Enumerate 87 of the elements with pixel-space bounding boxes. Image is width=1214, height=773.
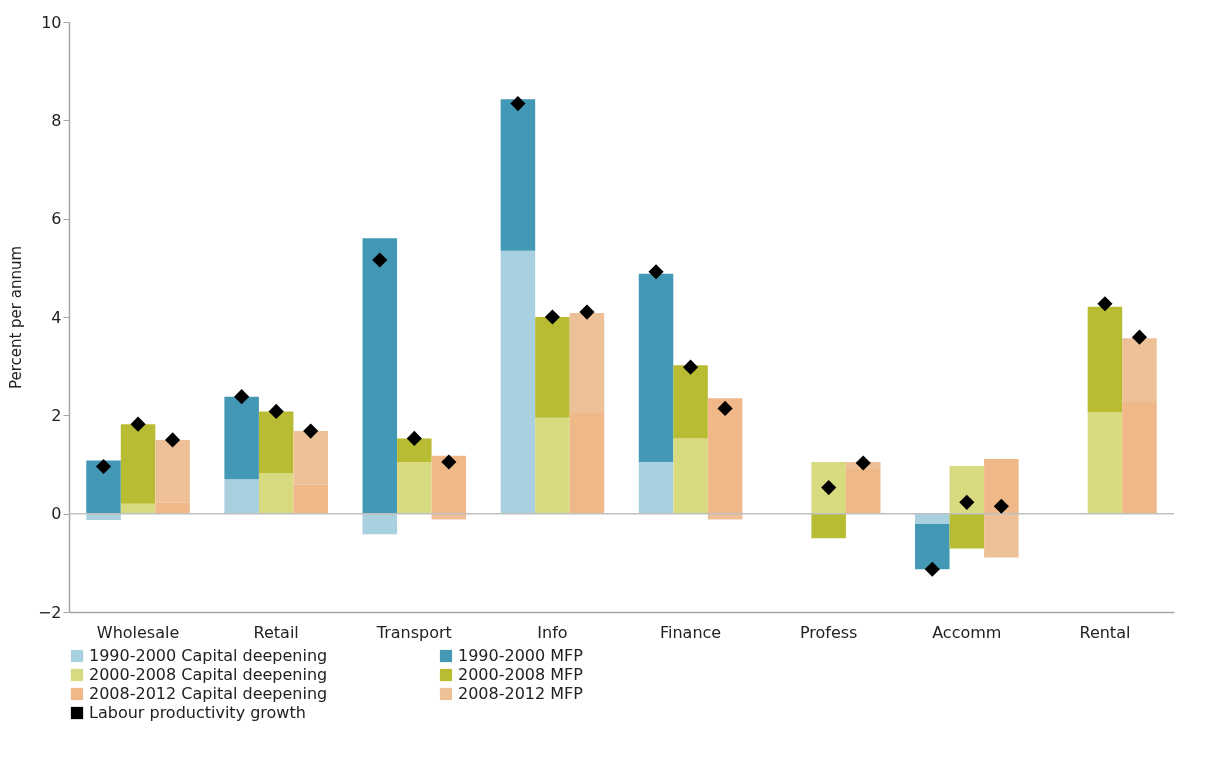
- bar: [811, 513, 846, 539]
- bar: [638, 273, 674, 463]
- y-tick-label: 2: [51, 405, 62, 425]
- legend-label: 2008-2012 MFP: [458, 684, 584, 703]
- bar: [293, 484, 328, 514]
- point: [924, 561, 940, 577]
- bar: [707, 513, 743, 520]
- point: [1131, 329, 1148, 345]
- point: [648, 264, 664, 280]
- point: [1097, 296, 1113, 312]
- bar: [224, 479, 259, 514]
- point: [130, 416, 146, 432]
- bar: [569, 412, 605, 514]
- point: [406, 430, 422, 447]
- bar: [984, 459, 1019, 514]
- bar: [949, 513, 985, 549]
- y-tick-label: 10: [41, 12, 62, 32]
- bar: [397, 438, 432, 463]
- x-tick-label: Profess: [799, 622, 858, 642]
- legend-label: 2000-2008 MFP: [458, 665, 584, 684]
- bar: [293, 431, 328, 485]
- bar: [120, 503, 156, 514]
- x-tick-label: Info: [537, 622, 568, 642]
- bar: [120, 424, 156, 504]
- point: [993, 498, 1009, 514]
- bar: [1122, 402, 1157, 514]
- bar: [431, 513, 467, 520]
- y-axis-title: Percent per annum: [6, 245, 25, 390]
- bar: [915, 523, 950, 570]
- bar: [362, 513, 398, 535]
- point: [544, 309, 561, 325]
- bar: [535, 317, 570, 418]
- point: [717, 400, 733, 417]
- x-tick-label: Finance: [659, 622, 722, 642]
- y-tick-label: 8: [51, 110, 62, 130]
- legend-label: 2000-2008 Capital deepening: [89, 665, 328, 684]
- bar: [258, 411, 294, 474]
- bar: [86, 513, 121, 521]
- legend-label: 1990-2000 MFP: [458, 646, 584, 665]
- x-tick-label: Rental: [1079, 622, 1131, 642]
- x-tick-label: Wholesale: [96, 622, 180, 642]
- point: [855, 455, 871, 471]
- legend-label: 2008-2012 Capital deepening: [89, 684, 328, 703]
- bar: [258, 473, 294, 514]
- point: [268, 403, 284, 419]
- point: [579, 304, 595, 320]
- bar: [155, 502, 190, 514]
- point: [234, 389, 250, 405]
- bar: [535, 417, 570, 514]
- bar: [673, 365, 708, 439]
- bar: [362, 238, 398, 514]
- bar: [915, 513, 950, 524]
- point: [959, 494, 975, 510]
- x-tick-label: Retail: [253, 622, 299, 642]
- x-tick-label: Accomm: [932, 622, 1002, 642]
- point: [682, 359, 699, 375]
- bar: [811, 462, 846, 514]
- bar: [224, 396, 259, 480]
- bar: [845, 468, 881, 514]
- bar: [1122, 338, 1157, 403]
- y-tick-label: 6: [51, 209, 62, 229]
- point: [372, 252, 388, 268]
- bar: [500, 99, 536, 251]
- bar: [1087, 306, 1123, 412]
- bar: [155, 439, 190, 503]
- bar: [569, 313, 605, 413]
- legend-label: Labour productivity growth: [89, 703, 306, 722]
- y-tick-label: 4: [51, 307, 62, 327]
- point: [441, 454, 457, 470]
- point: [510, 96, 526, 112]
- bar: [86, 460, 121, 514]
- point: [95, 458, 112, 475]
- point: [165, 432, 181, 448]
- legend-label: 1990-2000 Capital deepening: [89, 646, 328, 665]
- bar: [638, 462, 674, 514]
- bar: [984, 513, 1019, 558]
- bar: [431, 455, 467, 514]
- point: [303, 423, 319, 439]
- y-tick-label: −2: [37, 602, 62, 622]
- bar: [949, 465, 985, 514]
- bar: [1087, 411, 1123, 514]
- bar: [673, 438, 708, 514]
- bar: [500, 250, 536, 514]
- bar: [707, 398, 743, 514]
- x-tick-label: Transport: [375, 622, 452, 642]
- bar: [397, 462, 432, 514]
- y-tick-label: 0: [51, 504, 62, 524]
